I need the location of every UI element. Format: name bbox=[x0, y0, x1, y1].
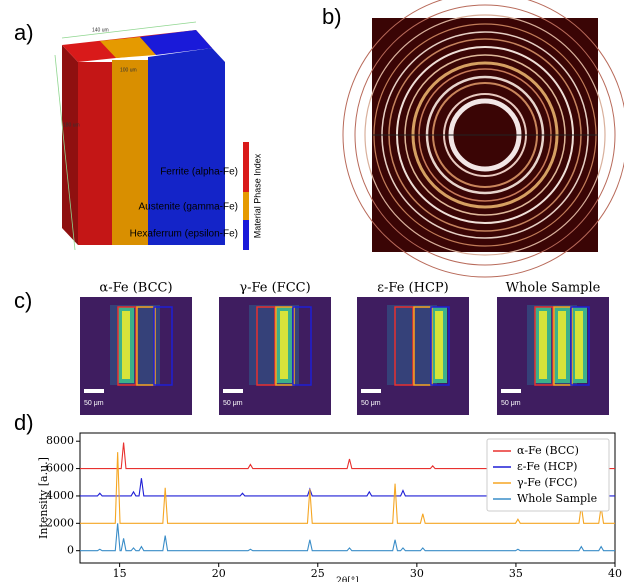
phase-label: Ferrite (alpha-Fe) bbox=[160, 167, 238, 178]
scale-bar-label: 50 μm bbox=[501, 400, 521, 407]
phase-label: Austenite (gamma-Fe) bbox=[139, 202, 238, 213]
phase-map bbox=[80, 297, 192, 415]
phase-block bbox=[55, 22, 225, 250]
figure: a) b) c) d) 140 um 100 um 180 um Ferrite… bbox=[0, 0, 624, 582]
dimension-label: 100 um bbox=[120, 67, 137, 73]
y-tick-label: 2000 bbox=[46, 516, 74, 529]
legend-label: Whole Sample bbox=[517, 492, 597, 505]
dimension-label: 180 um bbox=[63, 122, 80, 128]
colorbar bbox=[243, 142, 249, 250]
series-line bbox=[80, 523, 615, 550]
scale-bar-label: 50 μm bbox=[361, 400, 381, 407]
phase-maps: α-Fe (BCC) 50 μm γ-Fe (FCC) 50 μm ε-Fe (HCP)… bbox=[80, 281, 609, 416]
panel-label: a) bbox=[14, 20, 34, 45]
map-title: α-Fe (BCC) bbox=[99, 281, 172, 296]
x-tick-label: 40 bbox=[608, 567, 622, 580]
map-title: γ-Fe (FCC) bbox=[239, 281, 310, 296]
legend-label: γ-Fe (FCC) bbox=[517, 476, 577, 489]
panel-label: b) bbox=[322, 4, 342, 29]
scale-bar-label: 50 μm bbox=[223, 400, 243, 407]
diffraction-chart: 0 2000 4000 6000 8000 15 20 25 30 35 40 Intensity [… bbox=[37, 433, 622, 582]
y-tick-label: 8000 bbox=[46, 434, 74, 447]
legend-label: ε-Fe (HCP) bbox=[517, 460, 577, 473]
diffraction-pattern bbox=[343, 0, 624, 277]
map-title: Whole Sample bbox=[506, 281, 601, 296]
phase-label: Hexaferrum (epsilon-Fe) bbox=[130, 229, 238, 240]
phase-map bbox=[497, 297, 609, 415]
y-tick-label: 0 bbox=[67, 544, 74, 557]
panel-label: d) bbox=[14, 410, 34, 435]
x-axis-label: 2θ[°] bbox=[336, 577, 359, 582]
y-tick-label: 4000 bbox=[46, 489, 74, 502]
x-tick-label: 15 bbox=[113, 567, 127, 580]
page: {"panel_labels": ["a)", "b)", "c)", "d)"… bbox=[0, 0, 624, 582]
phase-map bbox=[357, 297, 469, 415]
phase-map bbox=[219, 297, 331, 415]
x-tick-label: 20 bbox=[212, 567, 226, 580]
scale-bar-label: 50 μm bbox=[84, 400, 104, 407]
y-axis-label: Intensity [a.u.] bbox=[37, 457, 50, 539]
dimension-label: 140 um bbox=[92, 27, 109, 33]
colorbar-label: Material Phase Index bbox=[252, 153, 262, 238]
legend-label: α-Fe (BCC) bbox=[517, 444, 579, 457]
y-tick-label: 6000 bbox=[46, 462, 74, 475]
x-tick-label: 30 bbox=[410, 567, 424, 580]
x-tick-label: 35 bbox=[509, 567, 523, 580]
legend: α-Fe (BCC) ε-Fe (HCP) γ-Fe (FCC) Whole Samp… bbox=[487, 439, 609, 511]
panel-label: c) bbox=[14, 288, 32, 313]
x-tick-label: 25 bbox=[311, 567, 325, 580]
map-title: ε-Fe (HCP) bbox=[377, 281, 448, 296]
